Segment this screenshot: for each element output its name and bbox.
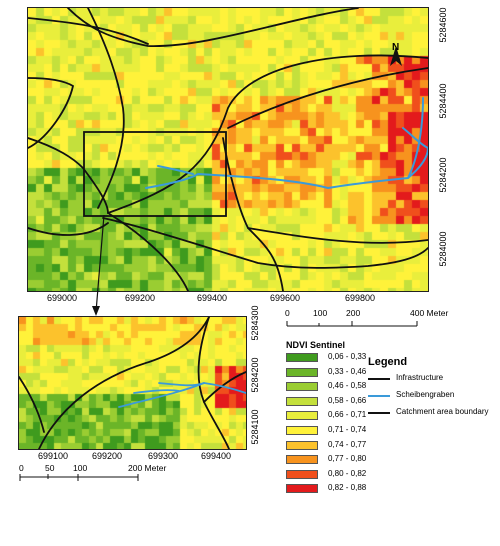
scalebar-inset-graphic (19, 474, 139, 481)
road-diag-lower (107, 212, 189, 291)
scalebar-main-label-0: 0 (285, 308, 290, 318)
ndvi-class-swatch (286, 411, 318, 421)
ndvi-class-label: 0,74 - 0,77 (328, 439, 367, 449)
inset-x-tick-2: 699300 (148, 451, 179, 461)
ndvi-class-label: 0,80 - 0,82 (328, 468, 367, 478)
inset-stream-trib-2 (133, 389, 180, 394)
legend-stream-label: Scheibengraben (396, 390, 455, 399)
main-map-vectors (28, 8, 428, 291)
inset-road-c (19, 376, 45, 433)
main-x-tick-4: 699800 (345, 293, 376, 303)
ndvi-class-swatch (286, 382, 318, 392)
ndvi-class-label: 0,06 - 0,33 (328, 352, 367, 361)
catchment-boundary-right (227, 67, 428, 129)
road-center-a (87, 8, 125, 209)
inset-y-tick-0: 5284300 (250, 305, 260, 341)
scalebar-inset-label-3: 200 Meter (128, 463, 167, 473)
north-arrow (390, 46, 402, 66)
scalebar-main-label-1: 100 (313, 308, 328, 318)
ndvi-class-swatch (286, 440, 318, 450)
inset-x-tick-0: 699100 (38, 451, 69, 461)
road-diag (107, 54, 428, 214)
main-x-tick-3: 699600 (270, 293, 301, 303)
north-label: N (392, 42, 400, 53)
ndvi-class-swatch (286, 367, 318, 377)
inset-road-d (203, 371, 246, 403)
main-x-tick-1: 699200 (125, 293, 156, 303)
inset-stream-main (118, 382, 246, 408)
road-lower-2 (247, 227, 428, 244)
ndvi-class-label: 0,33 - 0,46 (328, 366, 367, 376)
road-bottom (102, 217, 428, 269)
inset-y-tick-1: 5284200 (250, 357, 260, 393)
inset-stream-trib (158, 382, 205, 387)
inset-map-vectors (19, 317, 246, 449)
main-map: N (27, 7, 429, 292)
ndvi-class-swatch (286, 469, 318, 479)
scalebar-main-graphic (286, 321, 418, 327)
legend-infrastructure-label: Infrastructure (396, 373, 444, 382)
ndvi-class-label: 0,71 - 0,74 (328, 425, 367, 434)
road-center-b (28, 137, 109, 214)
ndvi-class-label: 0,46 - 0,58 (328, 381, 367, 391)
main-x-tick-2: 699400 (197, 293, 228, 303)
inset-map (18, 316, 247, 450)
legend-stream-line (368, 395, 390, 397)
road-left (28, 77, 75, 149)
ndvi-class-swatch (286, 455, 318, 465)
stream-trib-3 (402, 127, 428, 149)
ndvi-class-swatch (286, 353, 318, 362)
inset-road-a (38, 317, 210, 449)
scalebar-inset-label-2: 100 (73, 463, 88, 473)
inset-extent-box (83, 131, 227, 217)
scalebar-inset-label-1: 50 (45, 463, 55, 473)
scalebar-main-label-2: 200 (346, 308, 361, 318)
stream-main (145, 147, 428, 190)
ndvi-class-swatch (286, 426, 318, 435)
ndvi-legend-title: NDVI Sentinel (286, 340, 346, 350)
inset-x-tick-1: 699200 (92, 451, 123, 461)
main-x-tick-0: 699000 (47, 293, 78, 303)
ndvi-class-swatch (286, 484, 318, 494)
legend-boundary-label: Catchment area boundary (396, 407, 489, 416)
scalebar-inset-label-0: 0 (19, 463, 24, 473)
ndvi-class-label: 0,58 - 0,66 (328, 395, 367, 405)
ndvi-class-swatch (286, 396, 318, 406)
ndvi-class-label: 0,77 - 0,80 (328, 454, 367, 464)
legend-infrastructure-line (368, 378, 390, 380)
inset-x-tick-3: 699400 (201, 451, 232, 461)
ndvi-class-label: 0,82 - 0,88 (328, 483, 367, 493)
scalebar-main-label-3: 400 Meter (410, 308, 449, 318)
ndvi-class-label: 0,66 - 0,71 (328, 410, 367, 420)
legend-title: Legend (368, 356, 408, 368)
road-top-b (28, 17, 149, 45)
stream-trib-1 (157, 165, 194, 175)
road-bottom-left (28, 222, 109, 236)
inset-y-tick-2: 5284100 (250, 409, 260, 445)
legend-boundary-line (368, 412, 390, 414)
